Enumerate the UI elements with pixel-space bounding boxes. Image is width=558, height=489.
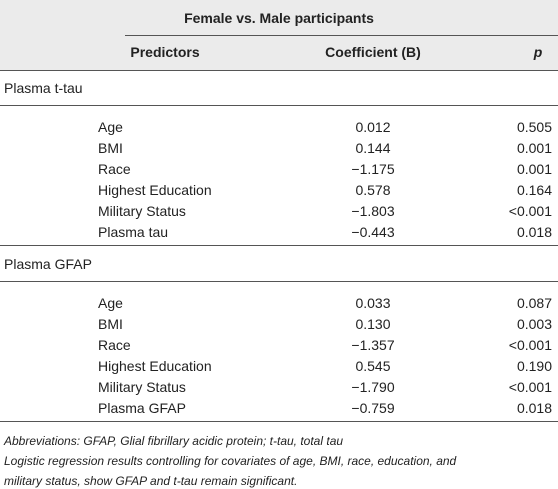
- predictor: Age: [98, 119, 123, 135]
- coefficient: −1.357: [351, 337, 395, 353]
- p-value: 0.003: [516, 316, 552, 332]
- coefficient: 0.012: [355, 119, 391, 135]
- coefficient: −0.759: [351, 400, 395, 416]
- predictor: Highest Education: [98, 182, 212, 198]
- p-value: <0.001: [508, 337, 552, 353]
- footnote: Abbreviations: GFAP, Glial fibrillary ac…: [4, 434, 344, 448]
- predictor: Age: [98, 295, 123, 311]
- coefficient: −1.790: [351, 379, 395, 395]
- p-value: 0.001: [516, 161, 552, 177]
- predictor: Race: [98, 161, 131, 177]
- rule: [0, 70, 558, 71]
- p-value: <0.001: [508, 379, 552, 395]
- coefficient: 0.144: [355, 140, 391, 156]
- p-value: 0.190: [516, 358, 552, 374]
- rule: [0, 281, 558, 282]
- predictor: BMI: [98, 140, 123, 156]
- predictor: Highest Education: [98, 358, 212, 374]
- predictor: BMI: [98, 316, 123, 332]
- p-value: 0.505: [516, 119, 552, 135]
- coefficient: 0.130: [355, 316, 391, 332]
- column-header: Predictors: [130, 44, 200, 60]
- rule: [0, 245, 558, 246]
- p-value: 0.164: [516, 182, 552, 198]
- column-header: Coefficient (B): [325, 44, 421, 60]
- predictor: Military Status: [98, 379, 186, 395]
- rule: [125, 35, 558, 36]
- predictor: Plasma tau: [98, 224, 169, 240]
- column-header: p: [533, 44, 543, 60]
- table-title: Female vs. Male participants: [184, 10, 374, 26]
- p-value: 0.087: [516, 295, 552, 311]
- predictor: Plasma GFAP: [98, 400, 186, 416]
- p-value: <0.001: [508, 203, 552, 219]
- p-value: 0.018: [516, 224, 552, 240]
- rule: [0, 105, 558, 106]
- coefficient: −0.443: [351, 224, 395, 240]
- section-label: Plasma t-tau: [4, 80, 83, 96]
- footnote: Logistic regression results controlling …: [4, 454, 457, 468]
- predictor: Military Status: [98, 203, 186, 219]
- coefficient: 0.545: [355, 358, 391, 374]
- rule: [0, 421, 558, 422]
- coefficient: 0.033: [355, 295, 391, 311]
- predictor: Race: [98, 337, 131, 353]
- p-value: 0.018: [516, 400, 552, 416]
- footnote: military status, show GFAP and t-tau rem…: [4, 474, 298, 488]
- coefficient: −1.175: [351, 161, 395, 177]
- coefficient: −1.803: [351, 203, 395, 219]
- p-value: 0.001: [516, 140, 552, 156]
- section-label: Plasma GFAP: [4, 256, 92, 272]
- coefficient: 0.578: [355, 182, 391, 198]
